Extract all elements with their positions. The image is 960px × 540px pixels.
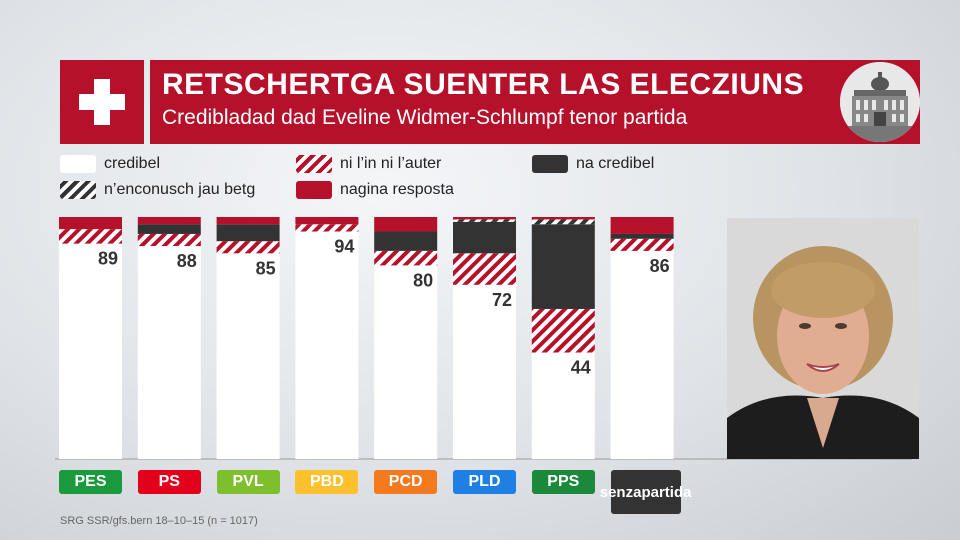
header-banner: RETSCHERTGA SUENTER LAS ELECZIUNS Credib… (150, 60, 920, 144)
party-label: PLD (453, 470, 516, 494)
bar-segment (531, 308, 595, 353)
bar-segment (531, 217, 595, 220)
data-label: 86 (650, 256, 670, 276)
party-label: PES (59, 470, 122, 494)
party-label: PCD (374, 470, 438, 494)
party-label: PBD (295, 470, 359, 494)
data-label: 89 (98, 249, 118, 269)
parliament-building-icon (840, 62, 920, 142)
party-label: PVL (216, 470, 280, 494)
bar-segment (295, 224, 359, 232)
bar-segment (216, 217, 280, 225)
legend-label: n’enconusch jau betg (104, 181, 256, 198)
portrait-photo (727, 218, 919, 459)
bar-segment (59, 229, 122, 244)
data-label: 72 (492, 290, 512, 310)
bar-segment (610, 217, 674, 234)
bar-segment (610, 250, 674, 459)
legend-swatch-unknown (60, 181, 96, 199)
bar-segment (531, 352, 595, 459)
bar-segment (531, 224, 595, 309)
bar-segment (374, 217, 438, 232)
bar-segment (137, 246, 201, 459)
legend-label: na credibel (576, 155, 655, 172)
party-label: senza partida (600, 470, 691, 514)
bar-segment (374, 250, 438, 266)
data-label: 88 (177, 251, 197, 271)
bar-segment (453, 253, 516, 285)
legend-item-unknown: n’enconusch jau betg (60, 181, 255, 199)
party-label: PS (137, 470, 201, 494)
bar-segment (295, 231, 359, 459)
bar-segment (453, 221, 516, 254)
legend-swatch-non (532, 155, 568, 173)
legend-swatch-noresp (296, 181, 332, 199)
bar-segment (610, 238, 674, 251)
data-label: 80 (413, 270, 433, 290)
bar-segment (453, 217, 516, 220)
data-label: 94 (334, 237, 354, 257)
data-label: 85 (256, 258, 276, 278)
bar-segment (374, 265, 438, 459)
legend-item-neutral: ni l’in ni l’auter (296, 155, 441, 173)
data-label: 44 (571, 358, 591, 378)
swiss-flag-icon (60, 60, 144, 144)
bar-segment (610, 233, 674, 239)
bar-segment (295, 217, 359, 225)
legend-swatch-neutral (296, 155, 332, 173)
bar-segment (374, 231, 438, 251)
legend-item-non: na credibel (532, 155, 654, 173)
bar-segment (453, 284, 516, 459)
bar-segment (453, 219, 516, 222)
party-label: PPS (531, 470, 595, 494)
legend-swatch-credibel (60, 155, 96, 173)
bar-segment (137, 217, 201, 225)
page-title: RETSCHERTGA SUENTER LAS ELECZIUNS (162, 68, 805, 101)
legend-label: credibel (104, 155, 161, 172)
bar-segment (216, 224, 280, 242)
bar-segment (137, 224, 201, 234)
bar-segment (137, 233, 201, 247)
legend-item-credibel: credibel (60, 155, 160, 173)
legend-label: nagina resposta (340, 181, 454, 198)
legend-item-noresp: nagina resposta (296, 181, 454, 199)
bar-segment (531, 219, 595, 225)
source-note: SRG SSR/gfs.bern 18–10–15 (n = 1017) (60, 515, 258, 527)
bar-segment (216, 253, 280, 459)
legend-label: ni l’in ni l’auter (340, 155, 442, 172)
bar-segment (59, 243, 122, 459)
bar-segment (59, 217, 122, 230)
page-subtitle: Credibladad dad Eveline Widmer-Schlumpf … (162, 106, 688, 129)
bar-segment (216, 241, 280, 254)
